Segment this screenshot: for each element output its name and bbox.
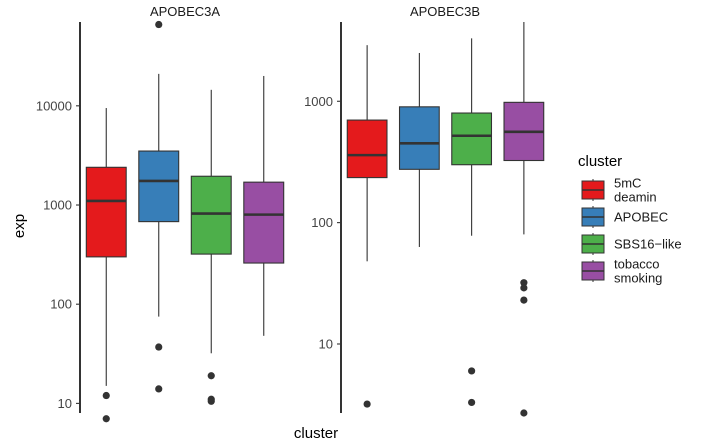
legend-item: APOBEC — [581, 206, 668, 228]
legend-label: APOBEC — [614, 210, 668, 225]
box-rect — [138, 150, 180, 223]
legend-label: deamin — [614, 190, 657, 205]
box-rect — [346, 119, 388, 179]
outlier-point — [102, 415, 110, 423]
box-rect — [451, 112, 493, 166]
box-3 — [190, 89, 232, 405]
y-tick-label: 10000 — [36, 98, 72, 113]
box-1 — [85, 108, 127, 423]
box-2 — [398, 52, 440, 247]
box-rect — [398, 106, 440, 170]
box-rect — [190, 175, 232, 255]
outlier-point — [468, 398, 476, 407]
box-2 — [138, 20, 180, 393]
panels: APOBEC3A 10 100 1000 10000 APOBEC3B 10 100 1000 — [36, 4, 545, 423]
box-rect — [85, 166, 127, 258]
legend-item: SBS16−like — [581, 233, 682, 255]
box-1 — [346, 45, 388, 408]
panel-1: APOBEC3A 10 100 1000 10000 — [36, 4, 285, 423]
panel-2: APOBEC3B 10 100 1000 — [304, 4, 545, 417]
y-tick-label: 10 — [319, 336, 333, 351]
y-axis-title: exp — [11, 214, 28, 238]
panel-title: APOBEC3A — [150, 4, 220, 19]
y-tick-label: 100 — [311, 215, 333, 230]
y-tick-label: 1000 — [43, 198, 72, 213]
box-4 — [503, 22, 545, 417]
outlier-point — [155, 20, 163, 29]
outlier-point — [207, 397, 215, 405]
outlier-point — [520, 409, 528, 417]
y-tick-label: 1000 — [304, 94, 333, 109]
outlier-point — [520, 279, 528, 287]
panel-title: APOBEC3B — [410, 4, 480, 19]
outlier-point — [207, 372, 215, 380]
outlier-point — [468, 367, 476, 375]
outlier-point — [520, 284, 528, 292]
legend-title: cluster — [578, 153, 622, 170]
outlier-point — [155, 385, 163, 393]
legend-label: tobacco — [614, 257, 660, 272]
legend-label: 5mC — [614, 176, 641, 191]
x-axis-title: cluster — [294, 425, 338, 442]
y-tick-label: 10 — [58, 396, 72, 411]
outlier-point — [102, 391, 110, 400]
outlier-point — [520, 296, 528, 304]
legend-label: SBS16−like — [614, 237, 682, 252]
box-rect — [243, 181, 285, 264]
box-3 — [451, 38, 493, 407]
legend-label: smoking — [614, 271, 662, 286]
outlier-point — [155, 343, 163, 351]
box-4 — [243, 75, 285, 336]
outlier-point — [363, 400, 371, 408]
y-tick-label: 100 — [50, 297, 72, 312]
